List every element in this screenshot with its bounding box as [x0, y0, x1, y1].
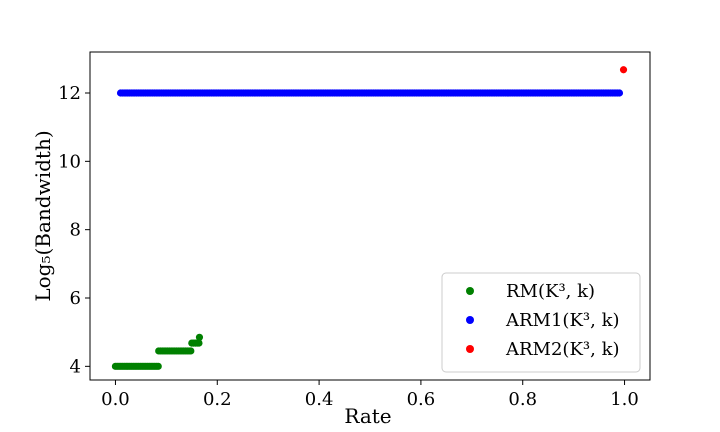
- x-axis-label: Rate: [344, 404, 391, 428]
- y-tick-label: 10: [58, 151, 81, 172]
- x-tick-label: 0.0: [101, 389, 130, 410]
- series-1: [116, 89, 624, 97]
- data-point: [154, 362, 162, 370]
- legend-label: ARM1(K³, k): [505, 310, 620, 331]
- x-tick-label: 0.6: [407, 389, 436, 410]
- x-tick-label: 0.4: [305, 389, 334, 410]
- data-point: [619, 66, 628, 74]
- data-point: [195, 333, 204, 341]
- x-axis-ticks: 0.0 0.2 0.4 0.6 0.8 1.0: [101, 380, 639, 410]
- y-tick-label: 4: [70, 356, 81, 377]
- series-0: [111, 333, 204, 370]
- legend-label: ARM2(K³, k): [505, 339, 620, 360]
- y-tick-label: 6: [70, 288, 81, 309]
- y-axis-ticks: 4 6 8 10 12: [58, 83, 90, 377]
- x-tick-label: 0.8: [508, 389, 537, 410]
- legend: RM(K³, k) ARM1(K³, k) ARM2(K³, k): [441, 272, 641, 373]
- x-tick-label: 0.2: [203, 389, 232, 410]
- data-point: [615, 89, 624, 97]
- series-2: [619, 66, 628, 74]
- legend-marker: [466, 287, 474, 295]
- y-axis-label: Log₅(Bandwidth): [31, 130, 55, 301]
- x-tick-label: 1.0: [610, 389, 639, 410]
- y-tick-label: 12: [58, 83, 81, 104]
- legend-label: RM(K³, k): [506, 281, 595, 302]
- y-tick-label: 8: [70, 220, 81, 241]
- legend-marker: [466, 316, 474, 324]
- legend-marker: [466, 345, 474, 353]
- legend-box: [441, 272, 641, 373]
- data-points-layer: [111, 66, 628, 370]
- data-point: [195, 339, 203, 347]
- plot-frame: [89, 51, 651, 381]
- data-point: [187, 347, 195, 355]
